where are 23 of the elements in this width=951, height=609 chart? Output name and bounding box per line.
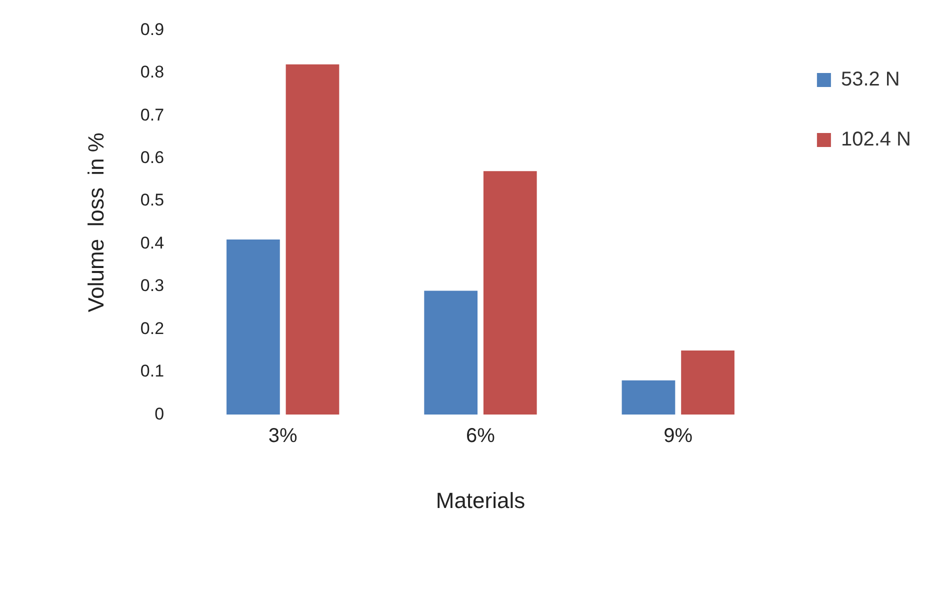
bar bbox=[622, 380, 676, 415]
x-tick-label: 9% bbox=[664, 425, 693, 448]
y-tick-label: 0.6 bbox=[140, 148, 164, 168]
y-axis-title: Volume loss in % bbox=[83, 132, 108, 312]
bar bbox=[681, 350, 734, 415]
y-tick-label: 0.1 bbox=[140, 362, 164, 381]
y-tick-label: 0.9 bbox=[140, 20, 164, 39]
y-tick-label: 0 bbox=[154, 404, 164, 424]
y-tick-label: 0.4 bbox=[140, 233, 164, 252]
y-tick-label: 0.2 bbox=[140, 318, 164, 338]
x-tick-label: 6% bbox=[466, 425, 496, 448]
x-axis-title: Materials bbox=[436, 488, 526, 513]
bar bbox=[424, 290, 478, 415]
legend-label: 102.4 N bbox=[840, 128, 912, 151]
bar bbox=[483, 171, 537, 415]
x-tick-label: 3% bbox=[268, 425, 298, 448]
bar bbox=[226, 239, 280, 415]
y-tick-label: 0.5 bbox=[140, 190, 164, 210]
bar bbox=[286, 64, 340, 415]
y-tick-label: 0.3 bbox=[140, 276, 164, 296]
y-tick-label: 0.8 bbox=[140, 62, 164, 82]
y-tick-label: 0.7 bbox=[140, 105, 164, 124]
legend-label: 53.2 N bbox=[840, 68, 900, 91]
